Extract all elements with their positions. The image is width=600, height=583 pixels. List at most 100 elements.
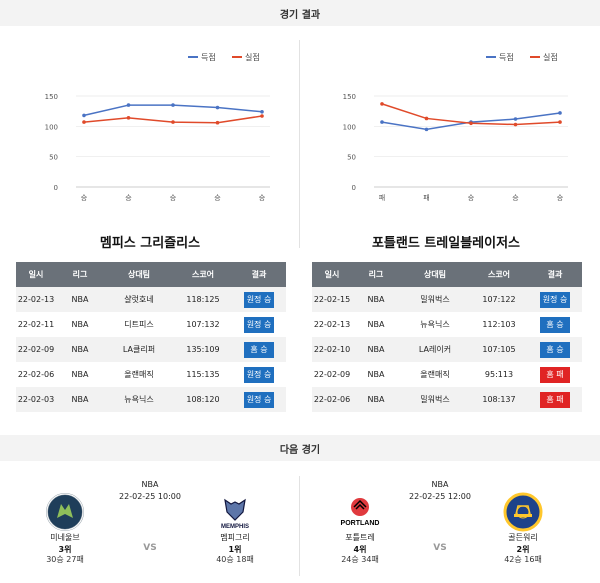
cell-result: 원정 승 bbox=[232, 312, 286, 337]
y-tick-label: 50 bbox=[347, 154, 356, 162]
column-divider bbox=[299, 40, 300, 248]
cell-opponent: 올랜매직 bbox=[104, 362, 174, 387]
cell-result: 원정 승 bbox=[528, 287, 582, 312]
result-badge: 원정 승 bbox=[243, 291, 275, 308]
cell-score: 135:109 bbox=[174, 337, 232, 362]
next-home-record: 24승 34패 bbox=[341, 555, 379, 564]
next-league: NBA bbox=[431, 480, 449, 489]
column-header: 리그 bbox=[56, 262, 104, 287]
column-header: 스코어 bbox=[174, 262, 232, 287]
data-point bbox=[126, 103, 131, 107]
legend-label: 실점 bbox=[245, 52, 260, 62]
cell-opponent: 밀워벅스 bbox=[400, 387, 470, 412]
cell-score: 107:132 bbox=[174, 312, 232, 337]
cell-opponent: 디트피스 bbox=[104, 312, 174, 337]
data-point bbox=[82, 113, 86, 118]
cell-date: 22-02-03 bbox=[16, 387, 56, 412]
x-tick-label: 패 bbox=[423, 193, 429, 202]
cell-opponent: 뉴욕닉스 bbox=[400, 312, 470, 337]
cell-result: 홈 승 bbox=[232, 337, 286, 362]
cell-result: 홈 패 bbox=[528, 362, 582, 387]
results-header: 경기 결과 bbox=[0, 0, 600, 26]
x-tick-label: 승 bbox=[259, 194, 266, 202]
table-row: 22-02-15 NBA 밀워벅스 107:122 원정 승 bbox=[312, 287, 582, 312]
cell-opponent: LA레이커 bbox=[400, 337, 470, 362]
vs-label: VS bbox=[143, 543, 157, 553]
cell-score: 118:125 bbox=[174, 287, 232, 312]
cell-result: 원정 승 bbox=[232, 362, 286, 387]
cell-league: NBA bbox=[352, 287, 400, 312]
table-row: 22-02-13 NBA 뉴욕닉스 112:103 홈 승 bbox=[312, 312, 582, 337]
next-away-rank: 1위 bbox=[228, 545, 242, 554]
cell-league: NBA bbox=[352, 362, 400, 387]
y-tick-label: 50 bbox=[49, 154, 58, 162]
x-tick-label: 승 bbox=[170, 194, 177, 202]
cell-league: NBA bbox=[352, 337, 400, 362]
data-point bbox=[215, 120, 220, 125]
table-row: 22-02-09 NBA LA클리퍼 135:109 홈 승 bbox=[16, 337, 286, 362]
trailblazers-logo: PORTLAND bbox=[340, 492, 380, 532]
cell-date: 22-02-15 bbox=[312, 287, 352, 312]
table-row: 22-02-06 NBA 밀워벅스 108:137 홈 패 bbox=[312, 387, 582, 412]
cell-date: 22-02-09 bbox=[16, 337, 56, 362]
chart-memphis-svg: 득점 실점 0 50 100 150 승 승 승 승 승 bbox=[45, 52, 270, 202]
team-title-memphis: 멤피스 그리즐리스 bbox=[99, 236, 201, 251]
data-point bbox=[171, 120, 175, 124]
data-point bbox=[82, 120, 86, 124]
svg-text:MEMPHIS: MEMPHIS bbox=[221, 524, 249, 530]
legend-label: 실점 bbox=[543, 52, 558, 62]
data-point bbox=[171, 103, 175, 107]
cell-league: NBA bbox=[56, 312, 104, 337]
next-game-1[interactable]: 미네울브 3위 30승 27패 NBA 22-02-25 10:00 VS ME… bbox=[15, 480, 285, 580]
x-tick-label: 승 bbox=[512, 194, 519, 202]
table-header-row: 일시 리그 상대팀 스코어 결과 bbox=[16, 262, 286, 287]
cell-score: 115:135 bbox=[174, 362, 232, 387]
cell-score: 108:137 bbox=[470, 387, 528, 412]
column-header: 결과 bbox=[232, 262, 286, 287]
data-point bbox=[424, 127, 429, 132]
legend-label: 득점 bbox=[499, 52, 514, 62]
cell-league: NBA bbox=[56, 387, 104, 412]
next-away-record: 42승 16패 bbox=[504, 555, 542, 564]
next-datetime: 22-02-25 10:00 bbox=[119, 492, 181, 501]
y-tick-label: 100 bbox=[343, 123, 356, 131]
result-badge: 원정 승 bbox=[243, 316, 275, 333]
cell-date: 22-02-10 bbox=[312, 337, 352, 362]
next-home-name: 포틀트레 bbox=[345, 533, 375, 542]
column-header: 리그 bbox=[352, 262, 400, 287]
next-home-record: 30승 27패 bbox=[46, 555, 84, 564]
grizzlies-logo: MEMPHIS bbox=[215, 492, 255, 532]
team-title-portland: 포틀랜드 트레일블레이저스 bbox=[371, 236, 521, 251]
timberwolves-logo bbox=[45, 492, 85, 532]
y-tick-label: 150 bbox=[45, 93, 58, 101]
chart-portland: 득점 실점 0 50 100 150 패 패 승 승 승 bbox=[308, 40, 588, 220]
data-point bbox=[558, 120, 562, 124]
chart-portland-svg: 득점 실점 0 50 100 150 패 패 승 승 승 bbox=[343, 52, 568, 202]
cell-date: 22-02-13 bbox=[312, 312, 352, 337]
svg-text:PORTLAND: PORTLAND bbox=[341, 520, 380, 527]
data-point bbox=[380, 102, 384, 106]
cell-opponent: 뉴욕닉스 bbox=[104, 387, 174, 412]
result-badge: 원정 승 bbox=[539, 291, 571, 308]
data-point bbox=[469, 121, 473, 126]
cell-opponent: 밀워벅스 bbox=[400, 287, 470, 312]
cell-result: 홈 패 bbox=[528, 387, 582, 412]
data-point bbox=[558, 111, 562, 115]
cell-result: 원정 승 bbox=[232, 287, 286, 312]
table-row: 22-02-11 NBA 디트피스 107:132 원정 승 bbox=[16, 312, 286, 337]
result-badge: 홈 승 bbox=[540, 341, 570, 358]
cell-league: NBA bbox=[56, 337, 104, 362]
data-point bbox=[126, 116, 131, 120]
cell-date: 22-02-06 bbox=[16, 362, 56, 387]
next-datetime: 22-02-25 12:00 bbox=[409, 492, 471, 501]
cell-date: 22-02-13 bbox=[16, 287, 56, 312]
column-header: 결과 bbox=[528, 262, 582, 287]
y-tick-label: 0 bbox=[54, 184, 58, 192]
chart-memphis: 득점 실점 0 50 100 150 승 승 승 승 승 bbox=[10, 40, 290, 220]
cell-score: 107:105 bbox=[470, 337, 528, 362]
next-game-2[interactable]: PORTLAND 포틀트레 4위 24승 34패 NBA 22-02-25 12… bbox=[305, 480, 575, 580]
chart-legend: 득점 실점 bbox=[188, 52, 260, 62]
x-tick-label: 패 bbox=[379, 193, 385, 202]
